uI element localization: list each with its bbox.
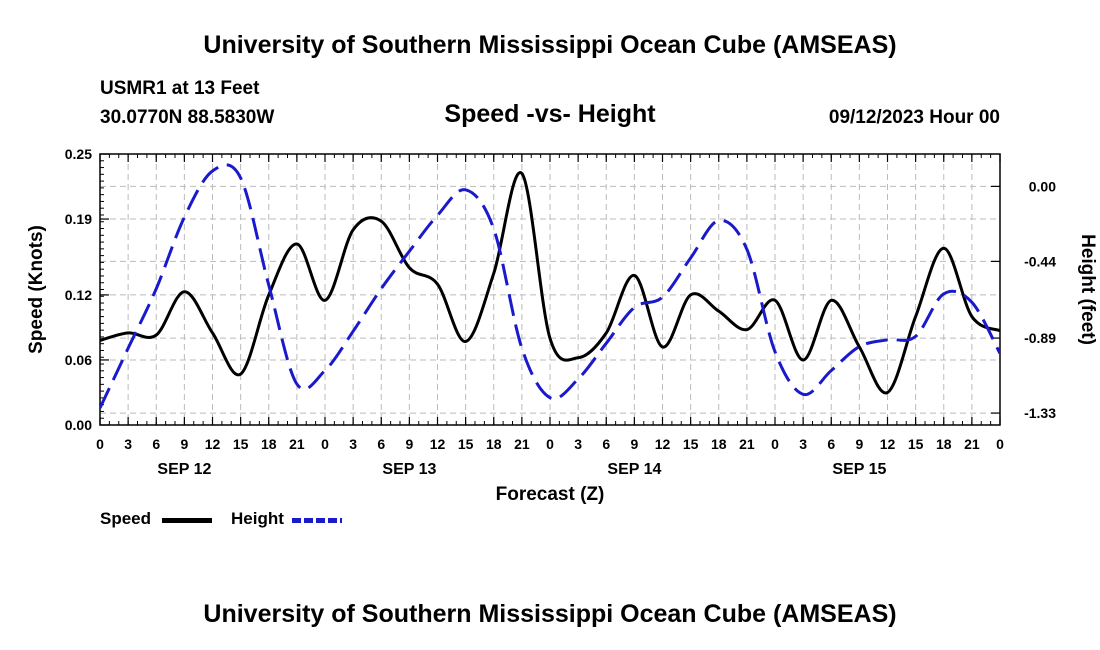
y2-tick-label: -0.44 bbox=[1024, 253, 1056, 269]
y2-tick-label: -1.33 bbox=[1024, 405, 1056, 421]
x-tick-label: 9 bbox=[630, 436, 638, 452]
x-tick-label: 15 bbox=[233, 436, 249, 452]
x-tick-label: 0 bbox=[546, 436, 554, 452]
x-tick-label: 9 bbox=[180, 436, 188, 452]
x-tick-label: 6 bbox=[152, 436, 160, 452]
legend-height-swatch bbox=[292, 518, 342, 523]
x-tick-label: 12 bbox=[880, 436, 896, 452]
x-tick-label: 18 bbox=[711, 436, 727, 452]
x-axis-title: Forecast (Z) bbox=[496, 484, 605, 505]
x-tick-label: 6 bbox=[377, 436, 385, 452]
series-line-height bbox=[100, 163, 1000, 409]
x-tick-label: 18 bbox=[936, 436, 952, 452]
station-label: USMR1 at 13 Feet bbox=[100, 78, 260, 99]
x-tick-label: 3 bbox=[574, 436, 582, 452]
y2-axis-title: Height (feet) bbox=[1077, 234, 1098, 345]
x-date-label: SEP 14 bbox=[607, 461, 661, 478]
x-tick-label: 21 bbox=[514, 436, 530, 452]
datetime-label: 09/12/2023 Hour 00 bbox=[828, 107, 1000, 128]
legend-speed-label: Speed bbox=[100, 509, 152, 528]
x-date-label: SEP 13 bbox=[382, 461, 436, 478]
y-tick-label: 0.25 bbox=[65, 146, 92, 162]
footer-title: University of Southern Mississippi Ocean… bbox=[203, 600, 897, 628]
y-tick-label: 0.00 bbox=[65, 417, 92, 433]
x-tick-label: 6 bbox=[827, 436, 835, 452]
x-tick-label: 18 bbox=[486, 436, 502, 452]
x-tick-label: 3 bbox=[799, 436, 807, 452]
x-tick-label: 0 bbox=[321, 436, 329, 452]
x-tick-label: 12 bbox=[430, 436, 446, 452]
x-tick-label: 21 bbox=[964, 436, 980, 452]
x-tick-label: 15 bbox=[683, 436, 699, 452]
y2-tick-label: 0.00 bbox=[1029, 178, 1056, 194]
x-tick-label: 12 bbox=[655, 436, 671, 452]
legend-speed-swatch bbox=[162, 518, 212, 523]
x-tick-label: 0 bbox=[996, 436, 1004, 452]
x-tick-label: 3 bbox=[349, 436, 357, 452]
y-tick-label: 0.06 bbox=[65, 352, 92, 368]
x-tick-label: 6 bbox=[602, 436, 610, 452]
x-tick-label: 0 bbox=[96, 436, 104, 452]
chart-subtitle: Speed -vs- Height bbox=[444, 100, 656, 128]
x-date-label: SEP 15 bbox=[832, 461, 886, 478]
x-tick-label: 21 bbox=[739, 436, 755, 452]
x-tick-label: 12 bbox=[205, 436, 221, 452]
x-tick-label: 15 bbox=[908, 436, 924, 452]
y-tick-label: 0.19 bbox=[65, 211, 92, 227]
y-tick-label: 0.12 bbox=[65, 287, 92, 303]
legend-height-label: Height bbox=[231, 509, 284, 528]
x-tick-label: 9 bbox=[855, 436, 863, 452]
series-line-speed bbox=[100, 171, 1000, 395]
x-tick-label: 15 bbox=[458, 436, 474, 452]
y2-tick-label: -0.89 bbox=[1024, 330, 1056, 346]
chart-title: University of Southern Mississippi Ocean… bbox=[203, 31, 897, 59]
x-tick-label: 18 bbox=[261, 436, 277, 452]
x-tick-label: 3 bbox=[124, 436, 132, 452]
x-date-label: SEP 12 bbox=[157, 461, 211, 478]
location-label: 30.0770N 88.5830W bbox=[100, 107, 275, 128]
y-axis-title: Speed (Knots) bbox=[26, 225, 47, 354]
x-tick-label: 9 bbox=[405, 436, 413, 452]
x-tick-label: 21 bbox=[289, 436, 305, 452]
x-tick-label: 0 bbox=[771, 436, 779, 452]
